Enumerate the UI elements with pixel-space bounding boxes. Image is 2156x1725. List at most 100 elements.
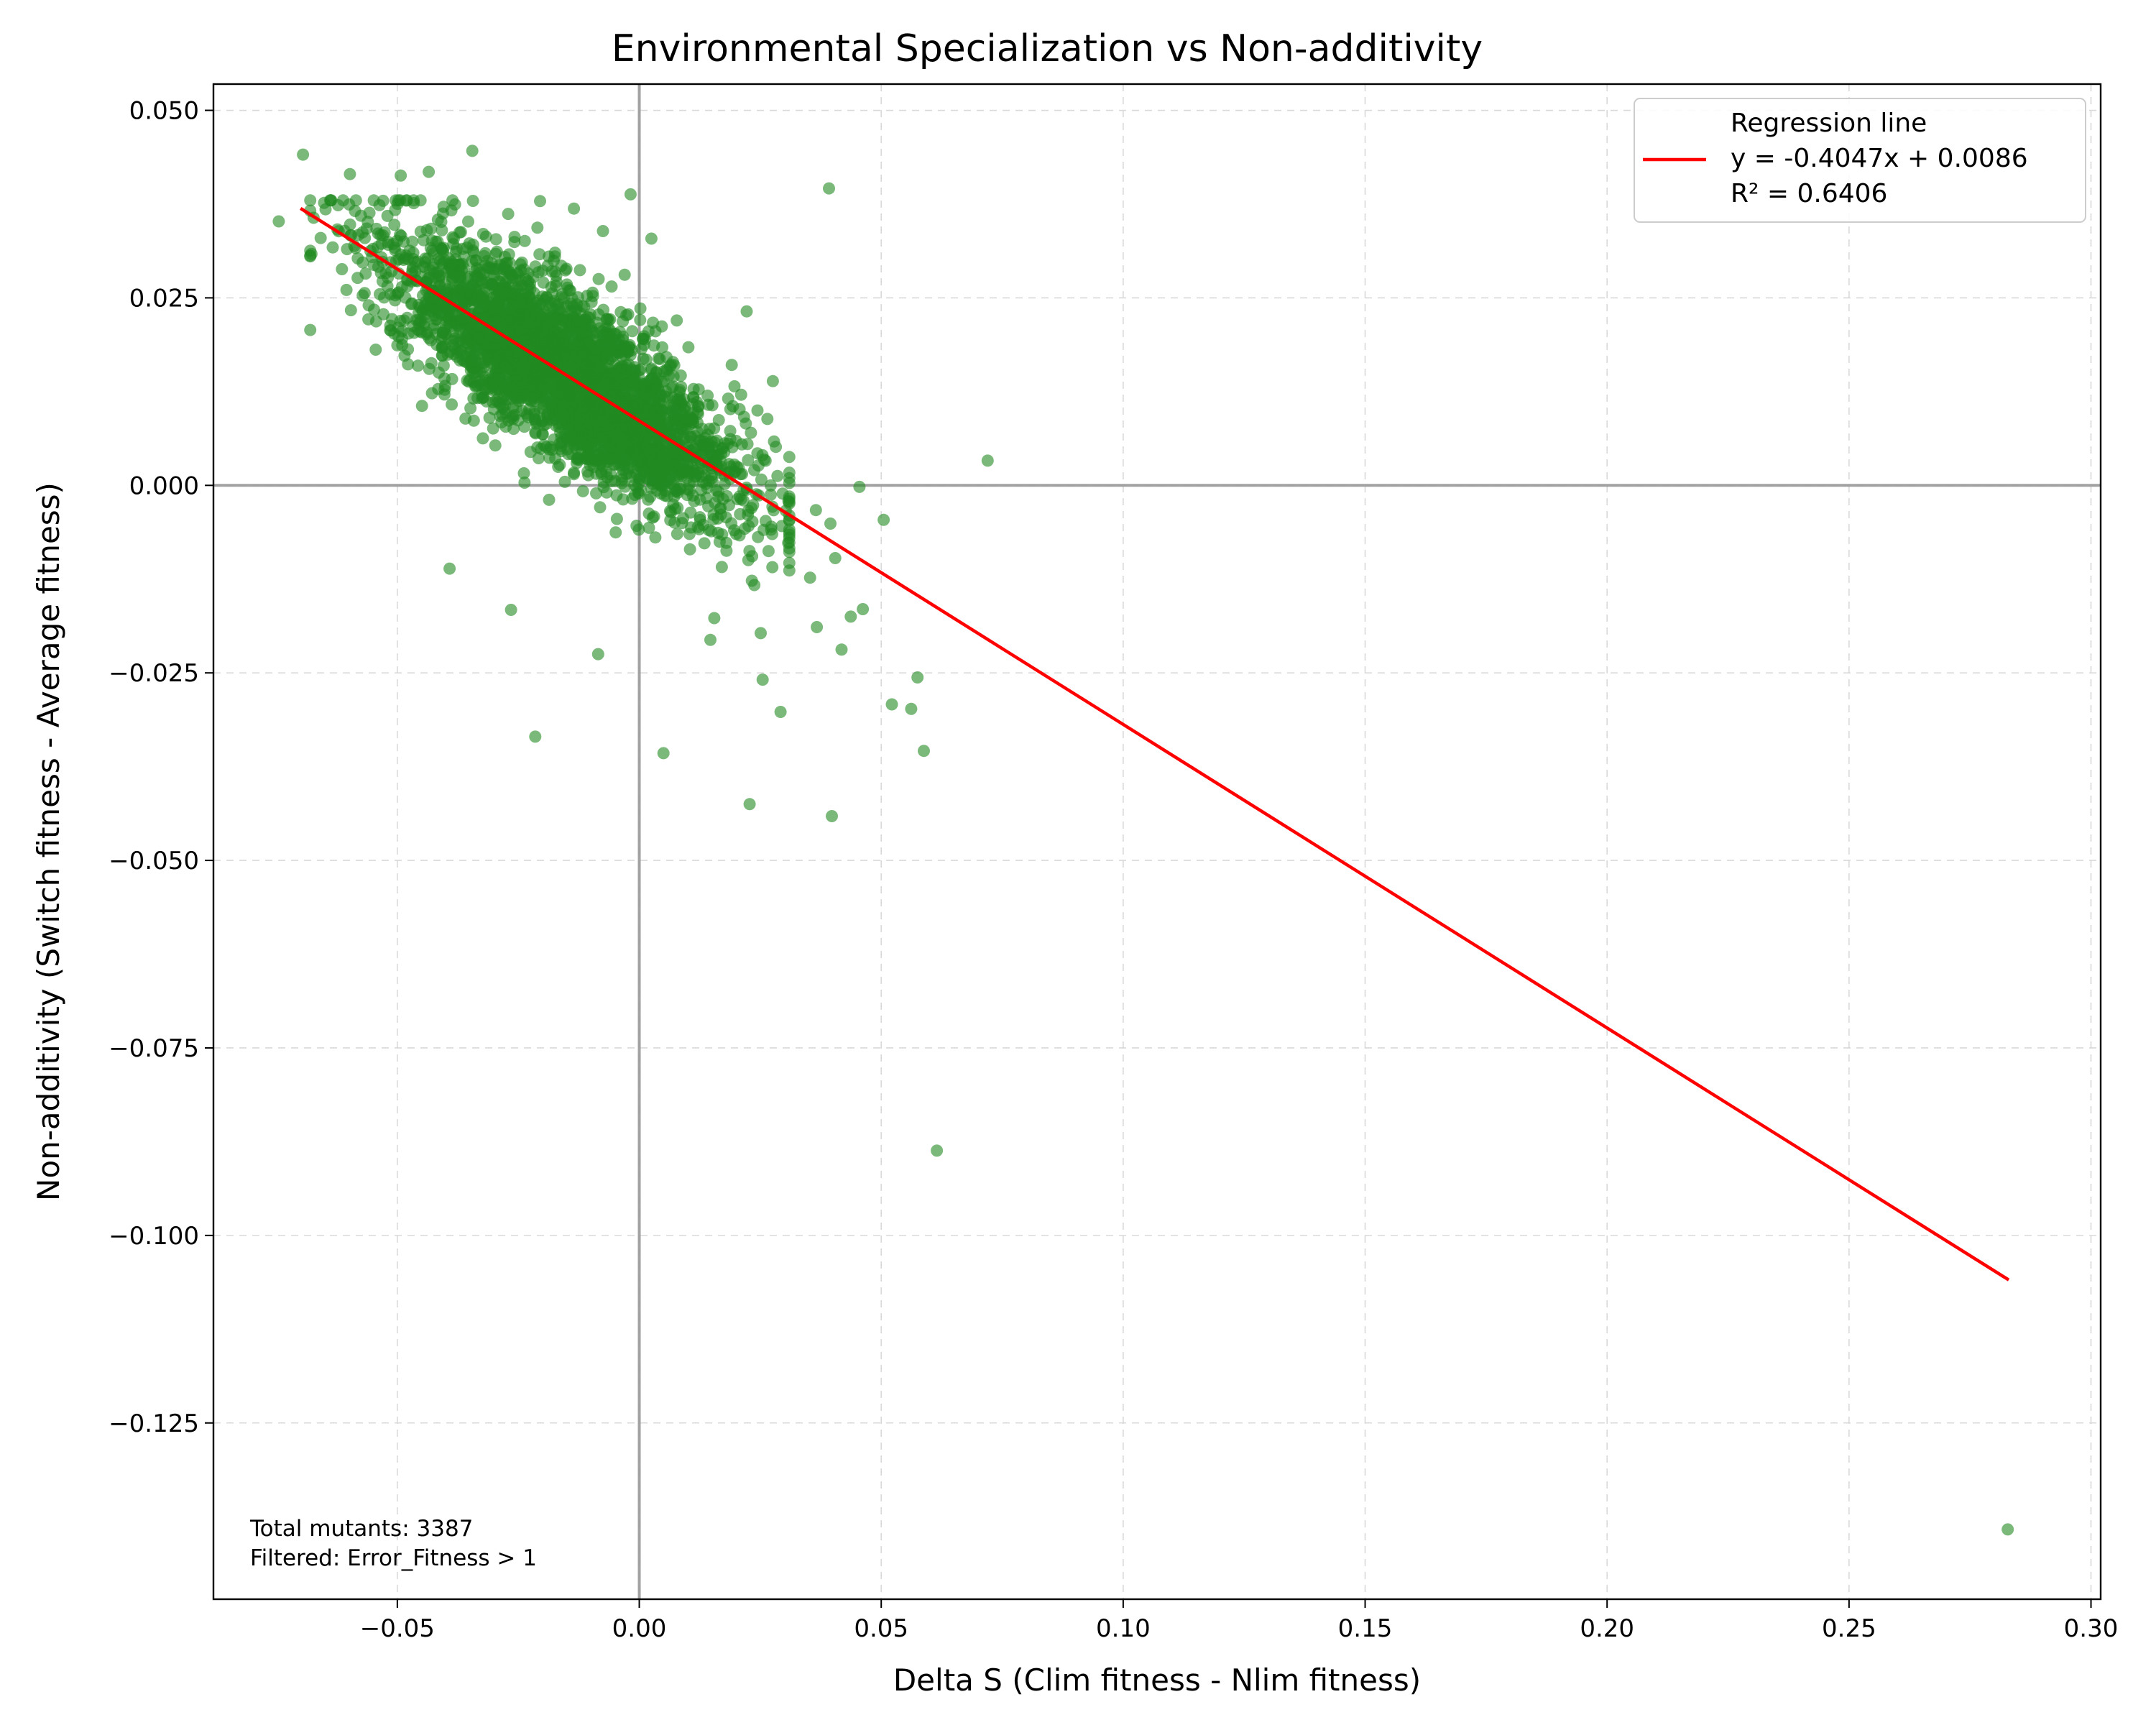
data-point	[545, 341, 558, 354]
data-point	[440, 301, 453, 313]
data-point	[442, 252, 455, 264]
data-point	[671, 459, 683, 472]
data-point	[613, 428, 626, 441]
data-point	[518, 234, 531, 247]
data-point	[466, 255, 479, 267]
data-point	[407, 194, 420, 207]
data-point	[548, 247, 561, 259]
data-point	[635, 435, 648, 448]
data-point	[708, 612, 721, 625]
data-point	[647, 393, 660, 406]
x-axis-ticks: −0.05 0.00 0.05 0.10 0.15 0.20 0.25 0.30	[360, 1599, 2119, 1643]
data-point	[642, 521, 655, 534]
data-point	[500, 362, 513, 374]
data-point	[563, 405, 576, 418]
data-point	[657, 747, 670, 760]
data-point	[617, 315, 630, 328]
data-point	[596, 225, 609, 237]
data-point	[594, 402, 606, 415]
data-point	[423, 165, 436, 178]
data-point	[687, 391, 700, 404]
data-point	[737, 494, 750, 507]
data-point	[545, 265, 558, 277]
data-point	[457, 262, 470, 275]
data-point	[681, 465, 694, 478]
data-point	[554, 426, 567, 439]
data-point	[461, 331, 474, 344]
data-point	[596, 343, 609, 356]
data-point	[592, 272, 605, 285]
data-point	[755, 627, 767, 640]
data-point	[573, 264, 586, 277]
data-point	[379, 267, 392, 280]
data-point	[835, 643, 848, 656]
data-point	[340, 283, 353, 296]
data-point	[612, 392, 625, 405]
data-point	[437, 359, 450, 372]
data-point	[735, 438, 748, 451]
data-point	[751, 447, 764, 460]
y-tick-label: −0.125	[109, 1409, 199, 1438]
data-point	[499, 257, 512, 270]
data-point	[755, 473, 768, 486]
y-tick-label: −0.075	[109, 1034, 199, 1063]
y-tick-label: 0.025	[129, 284, 199, 313]
data-point	[552, 372, 565, 385]
data-point	[326, 241, 339, 254]
data-point	[496, 408, 509, 421]
data-point	[568, 466, 581, 479]
data-point	[632, 397, 644, 410]
data-point	[824, 518, 837, 530]
data-point	[629, 446, 642, 458]
data-point	[381, 280, 394, 293]
x-axis-label: Delta S (Clim fitness - Nlim fitness)	[893, 1662, 1421, 1698]
data-point	[504, 266, 517, 279]
data-point	[465, 354, 478, 367]
x-tick-label: 0.20	[1580, 1614, 1634, 1643]
data-point	[635, 343, 648, 355]
data-point	[589, 327, 602, 339]
data-point	[533, 248, 546, 261]
data-point	[630, 520, 643, 532]
data-point	[438, 388, 451, 401]
legend-box	[1634, 98, 2086, 223]
data-point	[611, 337, 624, 350]
data-point	[336, 263, 349, 275]
data-point	[305, 247, 318, 260]
data-point	[517, 263, 530, 276]
data-point	[604, 324, 617, 337]
legend: Regression line y = -0.4047x + 0.0086 R²…	[1634, 98, 2086, 223]
data-point	[729, 528, 742, 540]
data-point	[783, 490, 796, 503]
data-point	[637, 330, 650, 343]
data-point	[501, 298, 513, 310]
x-tick-label: 0.25	[1822, 1614, 1876, 1643]
data-point	[740, 305, 753, 318]
data-point	[550, 356, 563, 369]
data-point	[531, 221, 544, 234]
data-point	[599, 377, 612, 390]
data-point	[688, 441, 701, 454]
data-point	[535, 382, 548, 395]
x-tick-label: 0.30	[2064, 1614, 2119, 1643]
data-point	[576, 300, 589, 313]
data-point	[640, 353, 653, 366]
data-point	[724, 460, 737, 473]
data-point	[425, 387, 438, 400]
data-point	[742, 520, 755, 533]
data-point	[408, 256, 421, 269]
data-point	[489, 233, 502, 246]
data-point	[314, 231, 327, 244]
data-point	[706, 399, 719, 412]
data-point	[544, 441, 557, 454]
data-point	[931, 1144, 944, 1157]
data-point	[722, 437, 734, 450]
data-point	[648, 339, 660, 352]
data-point	[420, 224, 433, 236]
data-point	[829, 552, 842, 564]
data-point	[507, 413, 520, 426]
data-point	[783, 472, 796, 484]
y-axis-label: Non-additivity (Switch fitness - Average…	[31, 482, 66, 1201]
data-point	[475, 273, 488, 286]
